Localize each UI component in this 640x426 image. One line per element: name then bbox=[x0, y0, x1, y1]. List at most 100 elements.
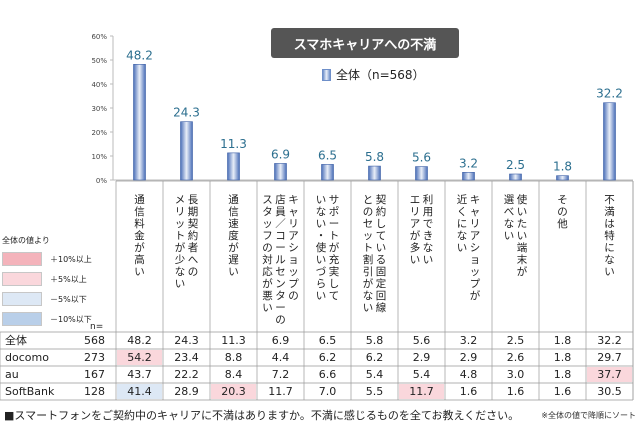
category-label: ッ bbox=[262, 218, 273, 230]
legend-swatch bbox=[322, 68, 331, 81]
highlight-legend-item: ＋5%以上 bbox=[2, 269, 92, 289]
highlight-cell bbox=[211, 384, 256, 399]
cell-value: 7.0 bbox=[319, 385, 337, 398]
category-label: 特 bbox=[604, 230, 615, 242]
category-label: が bbox=[410, 229, 421, 242]
cell-value: 24.3 bbox=[174, 334, 199, 347]
category-label: タ bbox=[262, 206, 273, 218]
cell-value: 23.4 bbox=[174, 351, 199, 364]
cell-value: 6.2 bbox=[319, 351, 337, 364]
category-label: そ bbox=[557, 194, 568, 206]
category-label: キ bbox=[470, 194, 481, 206]
highlight-cell bbox=[587, 367, 632, 382]
cell-value: 4.8 bbox=[460, 368, 478, 381]
category-label: し bbox=[329, 278, 340, 290]
category-label: 端 bbox=[517, 241, 528, 254]
category-label: コ bbox=[275, 230, 286, 242]
category-label: 使 bbox=[517, 193, 528, 206]
bar-value-label: 11.3 bbox=[220, 137, 247, 151]
highlight-legend-swatch bbox=[2, 272, 42, 286]
category-label: ー bbox=[329, 218, 340, 230]
category-label: ス bbox=[262, 194, 273, 206]
bar bbox=[368, 165, 381, 181]
bar bbox=[321, 164, 334, 181]
highlight-legend: 全体の値より ＋10%以上 ＋5%以上 －5%以下 －10%以下 bbox=[2, 235, 92, 329]
category-label: 選 bbox=[504, 193, 515, 206]
category-label: が bbox=[175, 241, 186, 254]
category-label: 期 bbox=[188, 206, 199, 218]
category-label: い bbox=[376, 242, 387, 254]
category-label: が bbox=[470, 289, 481, 302]
bars-group: 48.2 24.3 11.3 6.9 6.5 5.8 5.6 3.2 2.5 1.8 32.2 bbox=[126, 48, 623, 181]
category-label: ア bbox=[410, 218, 421, 230]
cell-value: 43.7 bbox=[127, 368, 152, 381]
category-label: に bbox=[604, 242, 615, 254]
y-tick-label: 60% bbox=[91, 33, 107, 41]
category-label: 高 bbox=[134, 253, 145, 266]
category-label: が bbox=[363, 277, 374, 290]
category-label: リ bbox=[288, 218, 299, 230]
category-label: る bbox=[376, 254, 387, 266]
cell-value: 29.7 bbox=[597, 351, 622, 364]
cell-value: 6.2 bbox=[366, 351, 384, 364]
bar-value-label: 3.2 bbox=[459, 156, 478, 170]
y-tick-label: 50% bbox=[91, 57, 107, 65]
cell-value: 28.9 bbox=[174, 385, 199, 398]
y-tick-label: 0% bbox=[96, 177, 107, 185]
category-label: 契 bbox=[188, 217, 199, 230]
category-label: ッ bbox=[175, 218, 186, 230]
bar-value-label: 32.2 bbox=[596, 87, 623, 101]
y-tick-label: 30% bbox=[91, 105, 107, 113]
category-label: メ bbox=[175, 194, 186, 206]
category-label: づ bbox=[316, 266, 327, 278]
data-table: 通信料金が高い長期契約者へのメリットが少ない通信速度が遅いキャリアショップの店員… bbox=[0, 180, 634, 401]
cell-value: 5.5 bbox=[366, 385, 384, 398]
category-label: エ bbox=[410, 194, 421, 206]
cell-value: 1.8 bbox=[554, 368, 572, 381]
cell-value: 6.5 bbox=[319, 334, 337, 347]
cell-value: 5.6 bbox=[413, 334, 431, 347]
category-label: ョ bbox=[470, 254, 481, 266]
category-label: 約 bbox=[188, 229, 199, 242]
category-label: サ bbox=[329, 194, 340, 206]
category-label: な bbox=[316, 206, 327, 218]
category-label: 実 bbox=[329, 265, 340, 278]
cell-value: 3.2 bbox=[460, 334, 478, 347]
category-label: へ bbox=[188, 254, 199, 266]
category-label: た bbox=[517, 218, 528, 230]
category-label: 長 bbox=[188, 194, 199, 206]
category-label: フ bbox=[262, 230, 273, 242]
category-label: と bbox=[363, 194, 374, 206]
cell-value: 11.7 bbox=[409, 385, 434, 398]
category-label: 遅 bbox=[228, 254, 239, 266]
category-label: の bbox=[262, 242, 273, 254]
category-label: 対 bbox=[262, 253, 273, 266]
row-label: 全体 bbox=[5, 333, 27, 347]
category-label: リ bbox=[410, 206, 421, 218]
cell-value: 37.7 bbox=[597, 368, 622, 381]
highlight-legend-label: ＋5%以上 bbox=[50, 274, 87, 284]
row-n: 167 bbox=[84, 368, 105, 381]
bar bbox=[227, 152, 240, 181]
cell-value: 54.2 bbox=[127, 351, 152, 364]
cell-value: 6.6 bbox=[319, 368, 337, 381]
cell-value: 2.5 bbox=[507, 334, 525, 347]
category-label: 線 bbox=[376, 301, 387, 314]
bar-value-label: 24.3 bbox=[173, 106, 200, 120]
highlight-cell bbox=[117, 350, 162, 365]
cell-value: 1.8 bbox=[554, 334, 572, 347]
cell-value: 22.2 bbox=[174, 368, 199, 381]
survey-question: ■スマートフォンをご契約中のキャリアに不満はありますか。不満に感じるものを全てお… bbox=[4, 409, 520, 422]
category-label: ン bbox=[275, 278, 286, 290]
category-label: い bbox=[504, 230, 515, 242]
cell-value: 1.6 bbox=[460, 385, 478, 398]
bar-value-label: 6.5 bbox=[318, 148, 337, 162]
category-label: 店 bbox=[275, 193, 286, 206]
category-label: 使 bbox=[316, 241, 327, 254]
category-label: が bbox=[134, 241, 145, 254]
category-label: ト bbox=[329, 230, 340, 242]
cell-value: 5.4 bbox=[366, 368, 384, 381]
category-label: 回 bbox=[376, 290, 387, 302]
row-label: SoftBank bbox=[5, 385, 55, 398]
y-tick-label: 20% bbox=[91, 129, 107, 137]
